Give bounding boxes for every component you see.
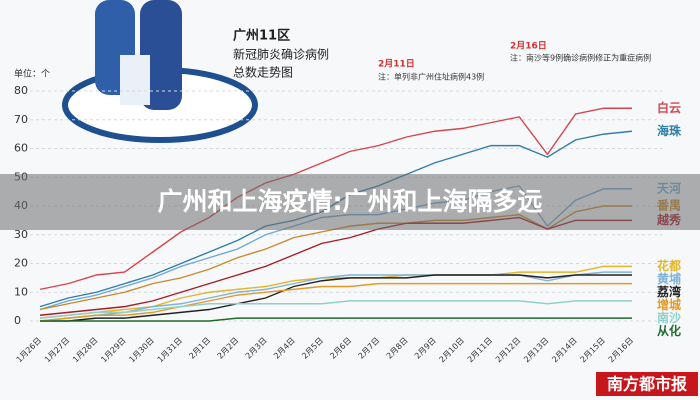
series-line: [40, 274, 632, 322]
series-line: [39, 300, 632, 319]
x-tick-label: 2月8日: [385, 336, 410, 361]
banner-text: 广州和上海疫情:广州和上海隔多远: [158, 187, 543, 216]
series-line: [39, 282, 632, 322]
x-tick-label: 2月12日: [494, 336, 522, 364]
annotation-text: 注：单列非广州住址病例43例: [378, 72, 484, 82]
series-line: [39, 271, 632, 322]
x-tick-label: 2月7日: [357, 336, 382, 361]
series-line: [40, 317, 632, 322]
watermark: 南方都市报: [607, 375, 687, 394]
x-tick-label: 2月10日: [438, 336, 466, 364]
y-tick-label: 70: [14, 113, 28, 126]
banner-bg: [0, 174, 700, 230]
legend-label: 白云: [657, 100, 681, 115]
x-tick-label: 2月16日: [607, 336, 635, 364]
chart-title: 广州11区: [233, 28, 290, 44]
legend-label: 增城: [657, 297, 681, 312]
x-tick-label: 1月29日: [99, 336, 127, 364]
annotation-text: 注：南沙等9例确诊病例修正为重症病例: [510, 53, 651, 63]
legend-label: 南沙: [657, 310, 681, 325]
annotation-date: 2月16日: [510, 41, 547, 52]
watermark-bg: [596, 372, 698, 396]
y-tick-label: 10: [14, 285, 28, 298]
y-tick-label: 60: [14, 142, 28, 155]
x-tick-label: 1月26日: [15, 336, 43, 364]
y-tick-label: 0: [14, 314, 21, 327]
x-tick-label: 2月3日: [244, 336, 269, 361]
series-line: [39, 265, 632, 319]
series-line: [39, 216, 632, 316]
y-tick-label: 20: [14, 257, 28, 270]
x-tick-label: 1月28日: [71, 336, 99, 364]
illustration: [62, 0, 258, 143]
x-tick-label: 2月6日: [328, 336, 353, 361]
legend-label: 荔湾: [656, 284, 681, 299]
x-tick-label: 2月13日: [522, 336, 550, 364]
legend-label: 海珠: [657, 123, 682, 138]
y-tick-label: 30: [14, 228, 28, 241]
y-tick-label: 80: [14, 84, 28, 97]
x-tick-label: 2月2日: [216, 336, 241, 361]
x-tick-label: 2月14日: [550, 336, 578, 364]
x-tick-label: 2月9日: [413, 336, 438, 361]
chart-subtitle: 新冠肺炎确诊病例: [233, 47, 329, 62]
series-line: [39, 107, 632, 291]
x-tick-label: 1月27日: [43, 336, 71, 364]
x-tick-label: 2月11日: [466, 336, 494, 364]
legend-label: 黄埔: [657, 271, 681, 286]
annotation-date: 2月11日: [378, 59, 415, 70]
y-unit: 单位：个: [14, 68, 50, 80]
x-tick-label: 2月1日: [187, 336, 212, 361]
x-tick-label: 1月30日: [127, 336, 155, 364]
x-tick-label: 1月31日: [156, 336, 184, 364]
x-tick-label: 2月4日: [272, 336, 297, 361]
x-tick-label: 2月5日: [300, 336, 325, 361]
legend-label: 从化: [657, 323, 681, 338]
legend-label: 花都: [657, 258, 681, 273]
chart-subtitle: 总数走势图: [233, 65, 293, 80]
x-tick-label: 2月15日: [579, 336, 607, 364]
